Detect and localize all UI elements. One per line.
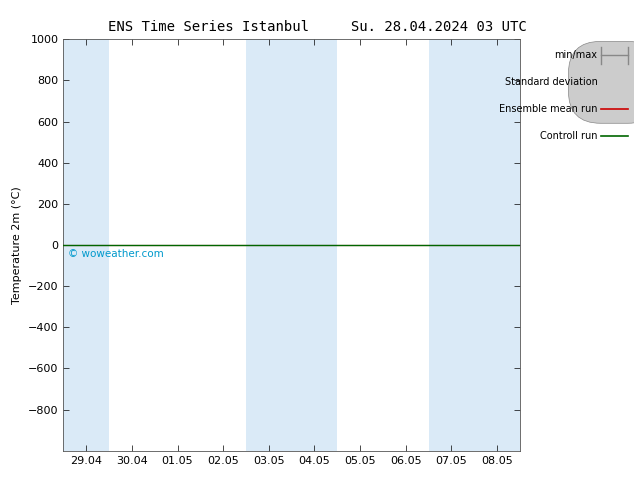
FancyBboxPatch shape [568,41,634,123]
Y-axis label: Temperature 2m (°C): Temperature 2m (°C) [13,186,22,304]
Text: Standard deviation: Standard deviation [505,77,597,87]
Text: min/max: min/max [555,50,597,60]
Bar [429,39,520,451]
Bar [246,39,337,451]
Text: © woweather.com: © woweather.com [68,249,164,259]
Text: Ensemble mean run: Ensemble mean run [499,104,597,114]
Text: Controll run: Controll run [540,131,597,141]
Text: ENS Time Series Istanbul     Su. 28.04.2024 03 UTC: ENS Time Series Istanbul Su. 28.04.2024 … [108,20,526,34]
Bar [63,39,109,451]
